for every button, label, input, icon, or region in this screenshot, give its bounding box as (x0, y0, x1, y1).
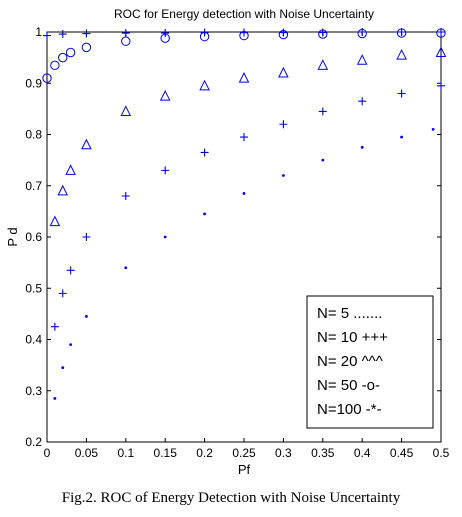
x-tick-label: 0.25 (232, 446, 256, 460)
data-point-dot (360, 145, 364, 149)
data-point-dot (61, 366, 65, 370)
data-point-dot (85, 315, 88, 318)
data-point-circle (81, 42, 92, 53)
x-tick-label: 0 (44, 446, 51, 460)
legend-entry: N= 5 ....... (317, 305, 382, 322)
data-point-triangle (120, 105, 132, 116)
data-point-triangle (159, 89, 171, 101)
data-point-plus (43, 31, 51, 40)
x-tick-label: 0.15 (154, 446, 178, 460)
legend-entry: N= 50 -o- (317, 377, 380, 394)
data-point-circle (42, 73, 52, 83)
series-0 (53, 127, 435, 400)
data-point-plus (200, 28, 209, 37)
y-tick-label: 0.7 (25, 179, 42, 193)
data-point-dot (431, 127, 435, 131)
data-point-plus (318, 28, 327, 37)
data-point-dot (124, 266, 128, 270)
data-point-plus (279, 28, 288, 37)
series-1 (50, 81, 445, 331)
x-tick-label: 0.2 (196, 446, 213, 460)
data-point-plus (161, 29, 170, 38)
x-tick-label: 0.45 (390, 446, 414, 460)
data-point-plus (437, 81, 445, 90)
y-tick-label: 0.6 (25, 230, 42, 244)
data-point-triangle (199, 79, 210, 91)
data-point-triangle (65, 164, 76, 175)
data-point-dot (203, 212, 207, 216)
x-tick-label: 0.05 (75, 446, 99, 460)
data-point-triangle (356, 54, 368, 65)
data-point-plus (358, 97, 367, 106)
series-4 (43, 28, 445, 40)
axis-ticks: 0 0.05 0.1 0.15 0.2 0.25 0.3 0.35 0.4 0.45 0.5 0.2 0… (25, 25, 449, 460)
data-point-plus (437, 28, 445, 36)
data-point-circle (65, 47, 76, 58)
chart-title: ROC for Energy detection with Noise Unce… (114, 7, 374, 21)
series-2 (49, 46, 447, 227)
data-point-triangle (81, 138, 92, 150)
data-point-triangle (317, 59, 329, 70)
data-point-plus (121, 192, 130, 200)
data-point-dot (53, 397, 57, 400)
y-tick-label: 0.4 (25, 333, 42, 347)
y-tick-label: 0.3 (25, 384, 42, 398)
data-point-plus (82, 233, 91, 241)
data-point-plus (279, 120, 288, 129)
data-point-circle (58, 52, 68, 63)
data-point-circle (50, 60, 60, 71)
data-point-triangle (435, 46, 447, 57)
y-tick-label: 0.2 (25, 435, 42, 449)
data-point-circle (121, 36, 131, 46)
x-tick-label: 0.35 (311, 446, 335, 460)
data-point-plus (358, 28, 367, 36)
data-markers (42, 28, 447, 400)
data-point-plus (58, 289, 67, 298)
data-point-triangle (57, 184, 69, 196)
data-point-plus (121, 29, 130, 38)
data-point-triangle (238, 72, 250, 83)
data-point-dot (400, 135, 403, 139)
data-point-plus (82, 29, 91, 38)
legend-entry: N=100 -*- (317, 401, 382, 418)
data-point-plus (240, 28, 248, 37)
data-point-plus (161, 166, 170, 175)
x-tick-label: 0.3 (275, 446, 292, 460)
data-point-dot (69, 343, 73, 347)
y-axis-label: P d (5, 227, 20, 246)
x-tick-label: 0.1 (117, 446, 134, 460)
data-point-plus (397, 89, 406, 98)
figure-caption: Fig.2. ROC of Energy Detection with Nois… (61, 490, 401, 506)
data-point-plus (240, 133, 248, 142)
data-point-dot (242, 192, 246, 195)
y-tick-label: 0.9 (25, 76, 42, 90)
legend-entry: N= 10 +++ (317, 329, 388, 346)
data-point-plus (66, 266, 75, 275)
data-point-plus (50, 322, 59, 331)
data-point-plus (318, 107, 327, 116)
data-point-plus (58, 30, 67, 39)
data-point-triangle (396, 48, 407, 60)
data-point-dot (282, 174, 285, 177)
legend-box (306, 295, 434, 429)
series-3 (42, 28, 446, 83)
y-tick-label: 0.5 (25, 281, 42, 295)
data-point-plus (200, 148, 209, 157)
y-tick-label: 1 (35, 25, 42, 39)
x-tick-label: 0.5 (433, 446, 450, 460)
data-point-triangle (49, 215, 61, 227)
roc-chart: ROC for Energy detection with Noise Unce… (5, 7, 450, 477)
legend: N= 5 ....... N= 10 +++ N= 20 ^^^ N= 50 -o- N… (306, 295, 434, 429)
data-point-plus (397, 28, 406, 36)
data-point-dot (163, 235, 167, 239)
data-point-triangle (278, 66, 289, 78)
data-point-dot (321, 158, 325, 162)
y-tick-label: 0.8 (25, 128, 42, 142)
x-axis-label: Pf (238, 462, 251, 477)
legend-entry: N= 20 ^^^ (317, 353, 383, 370)
x-tick-label: 0.4 (354, 446, 371, 460)
